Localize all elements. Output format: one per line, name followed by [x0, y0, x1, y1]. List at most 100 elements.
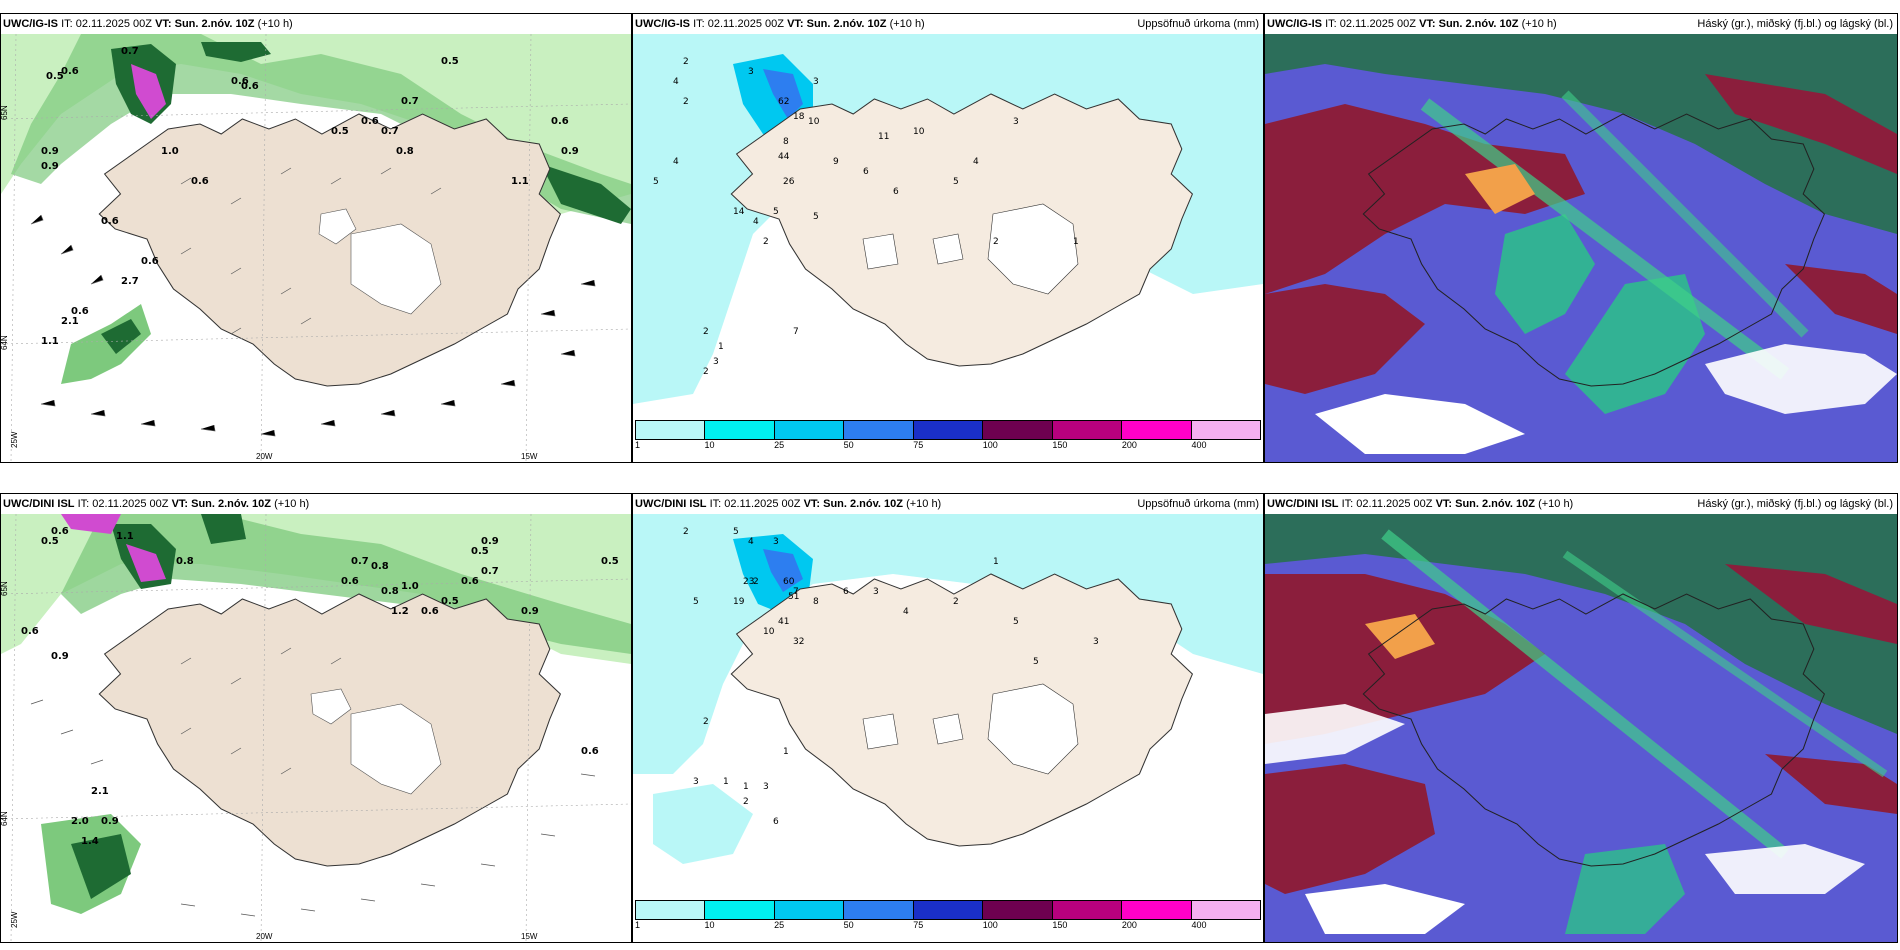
lat-label-65n: 65N — [1, 581, 9, 596]
legend-swatch — [913, 901, 984, 919]
value-label: 1 — [743, 782, 749, 792]
value-label: 0.7 — [401, 96, 419, 107]
value-label: 2 — [953, 597, 959, 607]
legend-swatch — [1191, 421, 1260, 439]
value-label: 2 — [703, 367, 709, 377]
panel-header: UWC/DINI ISL IT: 02.11.2025 00Z VT: Sun.… — [633, 494, 1263, 514]
value-label: 5 — [773, 207, 779, 217]
panel-subtitle: Háský (gr.), miðský (fj.bl.) og lágský (… — [1697, 18, 1893, 30]
value-label: 0.9 — [41, 161, 59, 172]
legend-tick: 1 — [635, 920, 641, 930]
value-label: 5 — [1013, 617, 1019, 627]
value-label: 3 — [1093, 637, 1099, 647]
value-label: 6 — [893, 187, 899, 197]
value-label: 0.5 — [41, 536, 59, 547]
value-label: 5 — [1033, 657, 1039, 667]
legend-tick: 200 — [1121, 920, 1137, 930]
value-label: 2 — [703, 717, 709, 727]
value-label: 1.4 — [81, 836, 99, 847]
legend-tick: 50 — [843, 440, 854, 450]
value-label: 0.6 — [51, 526, 69, 537]
value-label: 9 — [833, 157, 839, 167]
legend-swatch — [1122, 901, 1192, 919]
wind-precip-map: 0.60.50.81.10.60.90.70.60.81.00.50.90.50… — [1, 514, 631, 942]
value-label: 0.6 — [341, 576, 359, 587]
value-label: 62 — [778, 97, 789, 107]
value-label: 10 — [808, 117, 820, 127]
legend-tick: 50 — [843, 920, 854, 930]
value-label: 5 — [953, 177, 959, 187]
lon-label-15w: 15W — [521, 452, 538, 461]
value-label: 3 — [873, 587, 879, 597]
value-label: 0.6 — [241, 81, 259, 92]
legend-swatch — [1052, 421, 1123, 439]
lat-label-65n: 65N — [1, 105, 9, 120]
value-label: 0.6 — [551, 116, 569, 127]
value-label: 0.6 — [101, 216, 119, 227]
value-label: 5 — [733, 527, 739, 537]
value-label: 3 — [763, 782, 769, 792]
value-label: 8 — [783, 137, 789, 147]
legend-swatch — [983, 421, 1053, 439]
value-label: 32 — [793, 637, 804, 647]
value-label: 0.8 — [371, 561, 389, 572]
legend-swatch — [844, 901, 914, 919]
value-label: 3 — [813, 77, 819, 87]
precip-legend: 1 10 25 50 75 100 150 200 400 — [633, 416, 1263, 462]
legend-swatch — [983, 901, 1053, 919]
value-label: 0.8 — [396, 146, 414, 157]
lon-label-20w: 20W — [256, 452, 273, 461]
value-label: 3 — [773, 537, 779, 547]
value-label: 1.1 — [116, 531, 134, 542]
value-label: 5 — [653, 177, 659, 187]
panel-header: UWC/IG-IS IT: 02.11.2025 00Z VT: Sun. 2.… — [1265, 14, 1897, 34]
value-label: 4 — [973, 157, 979, 167]
value-label: 0.6 — [61, 66, 79, 77]
value-label: 4 — [673, 157, 679, 167]
value-label: 4 — [748, 537, 754, 547]
value-label: 2 — [763, 237, 769, 247]
map-panel-3: UWC/IG-IS IT: 02.11.2025 00Z VT: Sun. 2.… — [1264, 13, 1898, 463]
value-label: 51 — [788, 592, 799, 602]
legend-tick: 1 — [635, 440, 641, 450]
map-panel-4: UWC/DINI ISL IT: 02.11.2025 00Z VT: Sun.… — [0, 493, 632, 943]
value-label: 1.0 — [401, 581, 419, 592]
legend-tick: 150 — [1052, 920, 1068, 930]
value-label: 1.1 — [511, 176, 529, 187]
legend-swatch — [636, 901, 706, 919]
panel-subtitle: Uppsöfnuð úrkoma (mm) — [1137, 18, 1259, 30]
panel-subtitle: Háský (gr.), miðský (fj.bl.) og lágský (… — [1697, 498, 1893, 510]
lon-label-15w: 15W — [521, 932, 538, 941]
panel-header: UWC/IG-IS IT: 02.11.2025 00Z VT: Sun. 2.… — [633, 14, 1263, 34]
value-label: 2 — [703, 327, 709, 337]
value-label: 6 — [773, 817, 779, 827]
legend-swatch — [774, 421, 845, 439]
value-label: 3 — [713, 357, 719, 367]
cloud-map — [1265, 34, 1897, 462]
panel-header: UWC/IG-IS IT: 02.11.2025 00Z VT: Sun. 2.… — [3, 18, 293, 30]
value-label: 4 — [673, 77, 679, 87]
value-label: 1.1 — [41, 336, 59, 347]
legend-swatch — [774, 901, 845, 919]
legend-tick: 150 — [1052, 440, 1068, 450]
value-label: 2 — [683, 527, 689, 537]
legend-tick: 25 — [774, 440, 785, 450]
value-label: 2.1 — [91, 786, 109, 797]
value-label: 0.9 — [101, 816, 119, 827]
map-panel-2: UWC/IG-IS IT: 02.11.2025 00Z VT: Sun. 2.… — [632, 13, 1264, 463]
value-label: 0.9 — [51, 651, 69, 662]
value-label: 10 — [913, 127, 925, 137]
value-label: 0.7 — [121, 46, 139, 57]
value-label: 0.9 — [481, 536, 499, 547]
legend-tick: 400 — [1191, 920, 1207, 930]
panel-header: UWC/DINI ISL IT: 02.11.2025 00Z VT: Sun.… — [1265, 494, 1897, 514]
value-label: 2.0 — [71, 816, 89, 827]
value-label: 3 — [1013, 117, 1019, 127]
value-label: 5 — [813, 212, 819, 222]
value-label: 0.5 — [441, 596, 459, 607]
value-label: 44 — [778, 152, 790, 162]
legend-tick: 25 — [774, 920, 785, 930]
value-label: 19 — [733, 597, 745, 607]
value-label: 0.8 — [381, 586, 399, 597]
value-label: 3 — [748, 67, 754, 77]
